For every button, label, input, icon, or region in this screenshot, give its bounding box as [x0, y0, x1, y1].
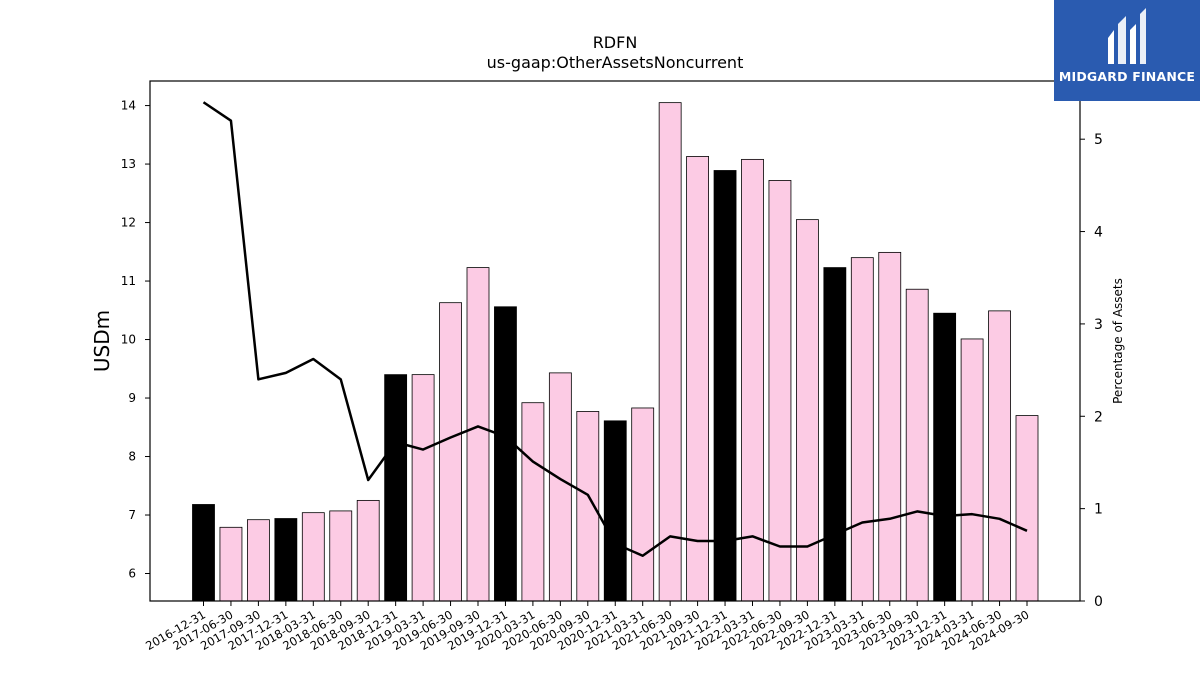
- bar: [439, 302, 462, 602]
- y-tick-label: 8: [128, 450, 136, 464]
- bar: [246, 519, 270, 602]
- line-series: [202, 101, 1028, 557]
- y2-tick-label: 2: [1094, 409, 1103, 425]
- bar: [878, 251, 902, 602]
- y2-tick-label: 0: [1094, 594, 1103, 610]
- bar: [741, 158, 764, 602]
- bar: [274, 518, 298, 602]
- y-tick-label: 7: [128, 508, 136, 522]
- y2-tick-label: 5: [1094, 132, 1103, 148]
- y-tick-label: 12: [121, 216, 136, 230]
- y-tick-label: 14: [121, 99, 136, 113]
- bar: [384, 374, 408, 602]
- y2-tick-label: 3: [1094, 317, 1103, 333]
- bar: [713, 170, 737, 602]
- bar: [548, 372, 572, 602]
- bar: [905, 288, 929, 602]
- midgard-logo-icon: [1108, 8, 1146, 64]
- bar: [494, 306, 517, 602]
- y-tick-label: 13: [121, 157, 136, 171]
- chart-subtitle: us-gaap:OtherAssetsNoncurrent: [487, 53, 744, 72]
- bar: [603, 420, 627, 602]
- bar: [219, 526, 243, 602]
- bar: [988, 310, 1011, 602]
- bar: [1015, 415, 1039, 602]
- y-tick-label: 6: [128, 567, 136, 581]
- bar: [933, 312, 957, 602]
- bar: [960, 338, 984, 602]
- bar: [329, 510, 353, 602]
- bar: [768, 180, 792, 602]
- y-tick-label: 10: [121, 333, 136, 347]
- bar: [301, 512, 325, 602]
- bar: [631, 407, 655, 602]
- bar: [411, 374, 435, 602]
- brand-name: MIDGARD FINANCE: [1058, 69, 1196, 84]
- bar: [192, 504, 215, 602]
- y2-axis-label: Percentage of Assets: [1111, 278, 1125, 404]
- bar: [823, 267, 847, 602]
- bar: [466, 267, 490, 602]
- brand-logo: MIDGARD FINANCE: [1054, 0, 1200, 101]
- bar: [686, 156, 709, 602]
- bar: [658, 102, 682, 602]
- y2-tick-label: 1: [1094, 502, 1103, 518]
- y-tick-label: 9: [128, 391, 136, 405]
- y-tick-label: 11: [121, 274, 136, 288]
- bar: [521, 402, 545, 602]
- bar: [850, 257, 874, 602]
- y2-tick-label: 4: [1094, 225, 1103, 241]
- y-axis-label: USDm: [90, 310, 114, 372]
- chart-title: RDFN: [593, 33, 638, 52]
- bar: [356, 499, 380, 602]
